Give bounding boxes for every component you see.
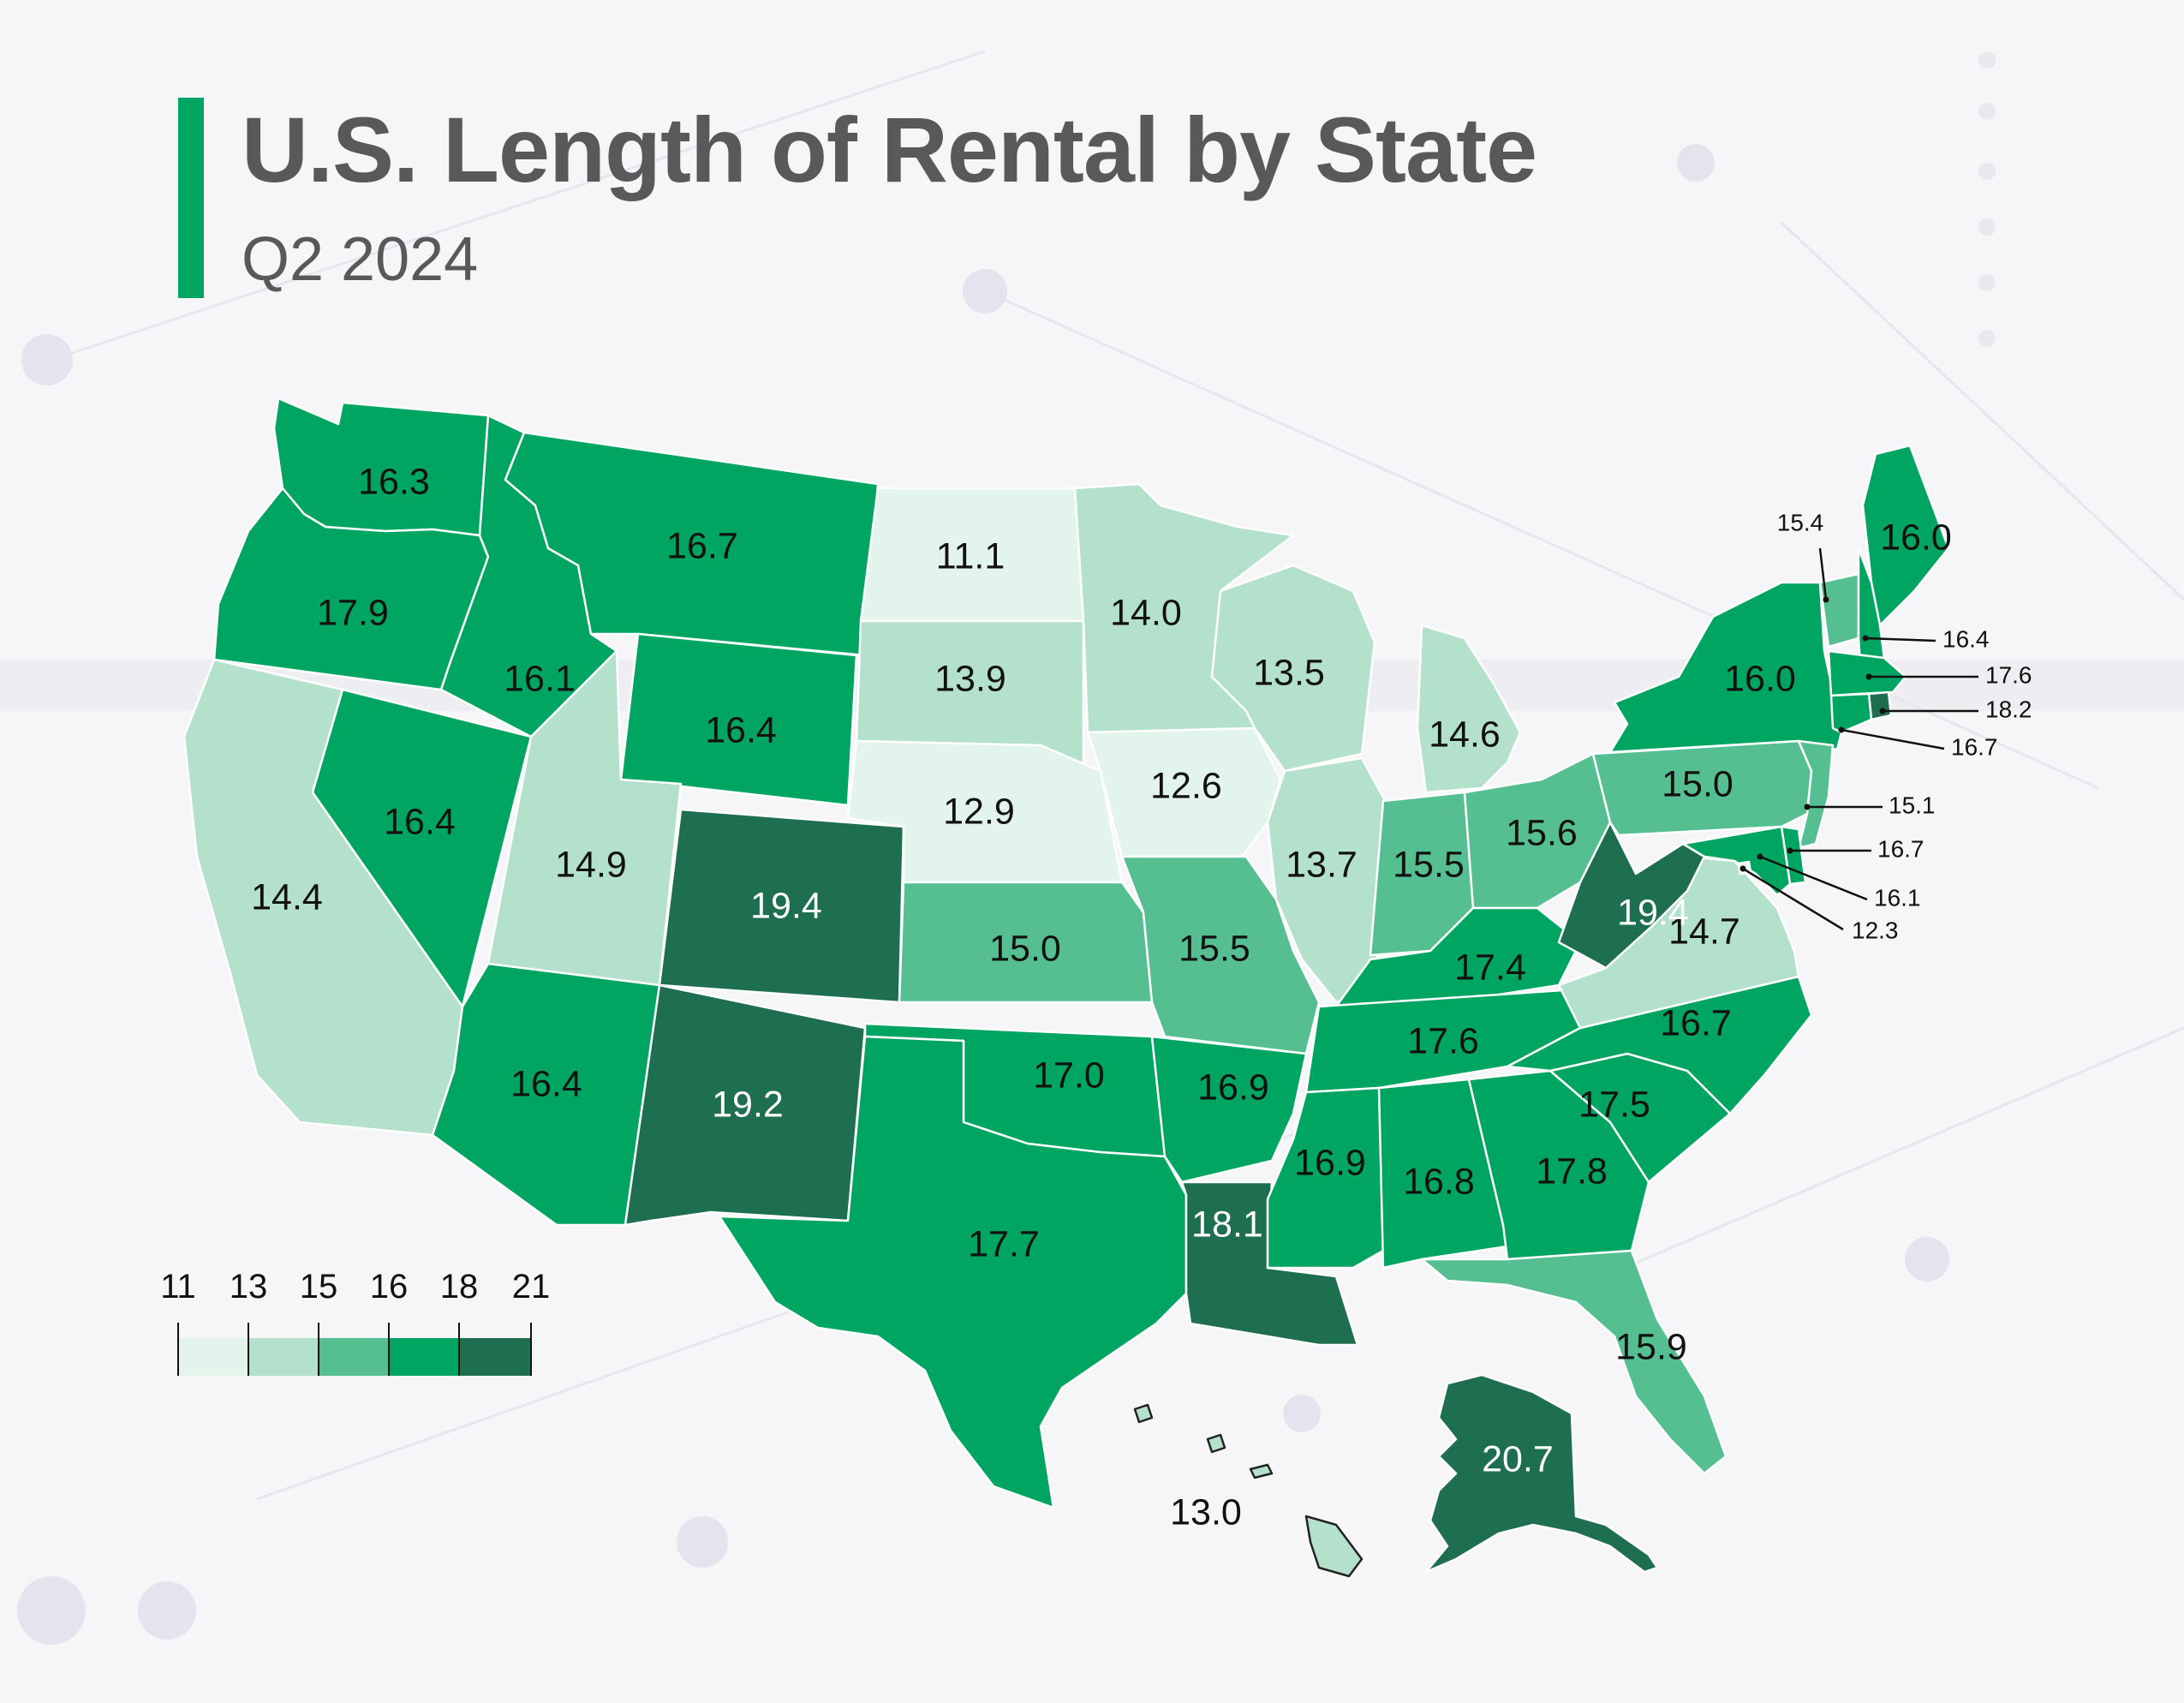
state-value-label-id: 16.1 xyxy=(504,658,576,699)
state-value-label-al: 16.8 xyxy=(1403,1161,1475,1202)
state-value-label-ak: 20.7 xyxy=(1482,1438,1554,1479)
state-value-label-ca: 14.4 xyxy=(251,876,323,917)
state-mo[interactable] xyxy=(1120,855,1321,1055)
state-value-label-ky: 17.4 xyxy=(1454,947,1526,988)
state-value-label-va: 14.7 xyxy=(1668,911,1740,952)
state-value-label-nc: 16.7 xyxy=(1660,1002,1732,1043)
state-value-label-mo: 15.5 xyxy=(1179,928,1250,969)
state-value-label-me: 16.0 xyxy=(1880,517,1952,558)
legend-bin-11-13 xyxy=(178,1338,248,1376)
state-value-label-wy: 16.4 xyxy=(705,709,777,750)
state-value-label-wa: 16.3 xyxy=(358,461,430,502)
leader-lines xyxy=(1739,547,1978,931)
legend-bin-13-15 xyxy=(248,1338,319,1376)
state-fl[interactable] xyxy=(1420,1249,1728,1475)
state-value-label-co: 19.4 xyxy=(750,885,822,926)
state-wv[interactable] xyxy=(1557,821,1706,970)
state-value-label-nd: 11.1 xyxy=(936,535,1005,577)
state-hi[interactable] xyxy=(1133,1403,1364,1578)
state-value-label-nm: 19.2 xyxy=(712,1084,784,1125)
legend-tick-13: 13 xyxy=(230,1268,268,1306)
state-value-label-pa: 15.0 xyxy=(1662,763,1733,804)
state-value-label-ms: 16.9 xyxy=(1294,1142,1366,1183)
state-value-label-de: 16.7 xyxy=(1877,835,1924,862)
state-value-label-mi: 14.6 xyxy=(1429,714,1501,755)
legend-tick-11: 11 xyxy=(160,1268,196,1306)
state-value-label-az: 16.4 xyxy=(510,1063,582,1104)
state-value-label-ct: 16.7 xyxy=(1951,733,1998,760)
state-value-label-in: 15.5 xyxy=(1393,844,1465,885)
state-value-label-sc: 17.5 xyxy=(1578,1084,1650,1125)
state-value-label-mt: 16.7 xyxy=(666,525,738,566)
leader-dot-nj xyxy=(1804,804,1811,810)
legend-tick-18: 18 xyxy=(440,1268,479,1306)
leader-dot-ct xyxy=(1838,726,1845,733)
leader-dot-vt xyxy=(1823,596,1829,603)
leader-line-nh xyxy=(1865,636,1936,642)
state-value-label-wv: 19.4 xyxy=(1617,892,1689,933)
state-value-label-tx: 17.7 xyxy=(968,1223,1040,1264)
state-wy[interactable] xyxy=(619,632,858,807)
state-value-label-nv: 16.4 xyxy=(384,801,456,842)
state-value-label-oh: 15.6 xyxy=(1506,812,1578,853)
state-vt[interactable] xyxy=(1818,572,1860,648)
state-nj[interactable] xyxy=(1797,739,1835,850)
state-ia[interactable] xyxy=(1086,726,1282,858)
state-wi[interactable] xyxy=(1210,564,1376,773)
state-value-label-il: 13.7 xyxy=(1286,844,1358,885)
state-value-label-hi: 13.0 xyxy=(1170,1491,1242,1533)
state-value-label-ne: 12.9 xyxy=(943,791,1015,832)
state-value-label-la: 18.1 xyxy=(1191,1204,1263,1245)
legend-bin-16-18 xyxy=(389,1338,459,1376)
legend: 11 13 15 16 18 21 xyxy=(160,1268,550,1376)
leader-dot-md xyxy=(1757,853,1763,860)
leader-line-ct xyxy=(1841,728,1945,750)
state-ri[interactable] xyxy=(1867,690,1893,721)
leader-line-md xyxy=(1759,855,1868,901)
state-value-label-vt: 15.4 xyxy=(1777,509,1824,535)
state-value-label-sd: 13.9 xyxy=(934,658,1006,699)
state-value-label-ia: 12.6 xyxy=(1150,765,1222,806)
legend-tick-16: 16 xyxy=(370,1268,409,1306)
leader-line-vt xyxy=(1818,547,1828,601)
state-value-label-mn: 14.0 xyxy=(1110,592,1182,633)
leader-dot-de xyxy=(1787,847,1793,854)
title-accent-bar xyxy=(178,98,204,298)
state-value-label-fl: 15.9 xyxy=(1615,1326,1687,1367)
state-value-label-ny: 16.0 xyxy=(1724,658,1796,699)
legend-bin-15-16 xyxy=(319,1338,389,1376)
state-ma[interactable] xyxy=(1827,649,1907,697)
state-ak[interactable] xyxy=(1424,1373,1659,1574)
state-tx[interactable] xyxy=(718,1035,1188,1509)
state-ar[interactable] xyxy=(1150,1035,1308,1184)
state-value-label-nh: 16.4 xyxy=(1942,625,1990,652)
leader-dot-ri xyxy=(1879,708,1886,714)
leader-dot-nh xyxy=(1862,635,1869,642)
state-ct[interactable] xyxy=(1829,692,1873,734)
state-value-label-md: 16.1 xyxy=(1874,884,1921,911)
state-value-label-or: 17.9 xyxy=(317,592,389,633)
state-value-label-ri: 18.2 xyxy=(1985,696,2032,722)
state-value-label-tn: 17.6 xyxy=(1407,1020,1479,1061)
legend-bin-18-21 xyxy=(459,1338,531,1376)
state-value-label-dc: 12.3 xyxy=(1852,917,1899,943)
state-value-label-ma: 17.6 xyxy=(1985,661,2032,688)
state-value-label-nj: 15.1 xyxy=(1889,792,1936,818)
legend-tick-21: 21 xyxy=(512,1268,551,1306)
state-value-label-ga: 17.8 xyxy=(1536,1150,1608,1192)
state-value-label-wi: 13.5 xyxy=(1253,652,1325,693)
state-md[interactable] xyxy=(1681,825,1792,897)
state-value-label-ks: 15.0 xyxy=(989,928,1061,969)
chart-title: U.S. Length of Rental by State xyxy=(242,98,1537,201)
state-mi[interactable] xyxy=(1416,624,1522,794)
leader-dot-ma xyxy=(1865,673,1872,680)
leader-line-dc xyxy=(1742,867,1844,931)
state-value-label-ok: 17.0 xyxy=(1033,1055,1105,1096)
state-value-label-ar: 16.9 xyxy=(1197,1067,1269,1108)
leader-dot-dc xyxy=(1739,865,1746,872)
chart-subtitle: Q2 2024 xyxy=(242,225,479,294)
legend-tick-15: 15 xyxy=(300,1268,338,1306)
state-value-label-ut: 14.9 xyxy=(555,844,627,885)
